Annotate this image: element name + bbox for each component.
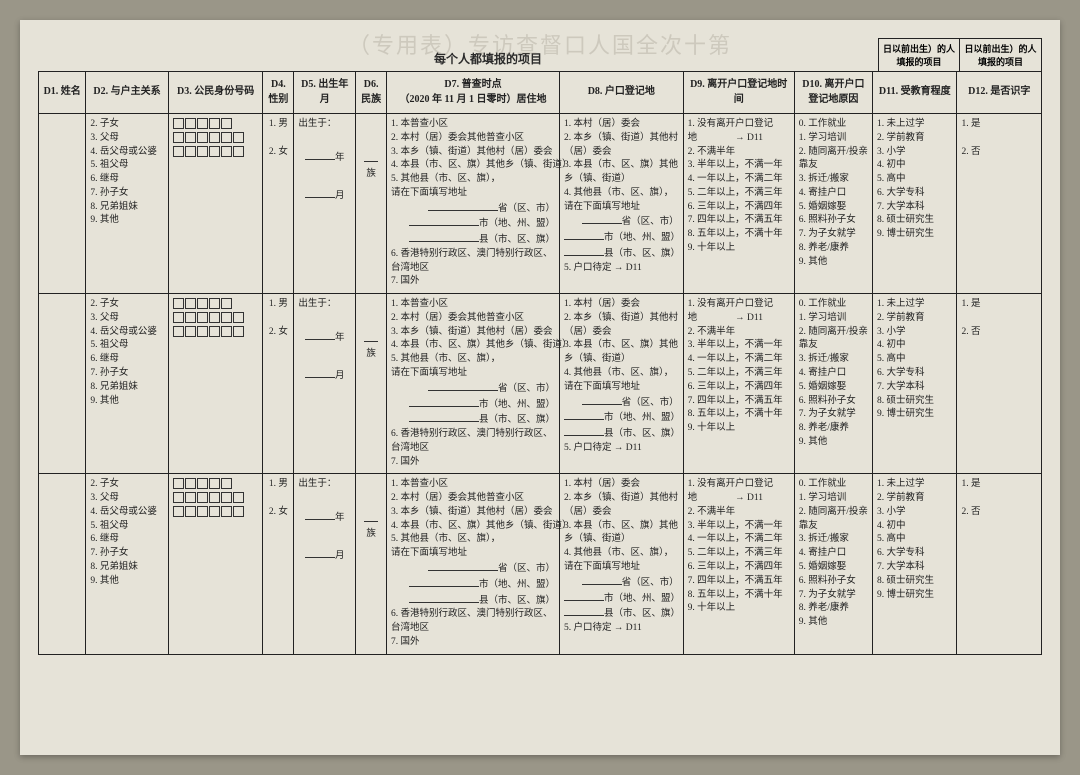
cell-d1-name[interactable] xyxy=(39,294,86,474)
right-header-group: 日以前出生）的人填报的项目 日以前出生）的人填报的项目 xyxy=(878,38,1042,71)
census-table: D1. 姓名 D2. 与户主关系 D3. 公民身份号码 D4. 性别 D5. 出… xyxy=(38,71,1042,655)
cell-d9-leave-time[interactable]: 1. 没有离开户口登记地 → D112. 不满半年3. 半年以上，不满一年4. … xyxy=(683,114,794,294)
cell-d6-ethnic[interactable]: 族 xyxy=(356,474,387,654)
cell-d1-name[interactable] xyxy=(39,114,86,294)
cell-d9-leave-time[interactable]: 1. 没有离开户口登记地 → D112. 不满半年3. 半年以上，不满一年4. … xyxy=(683,474,794,654)
col-d4: D4. 性别 xyxy=(263,72,294,114)
cell-d2-relation[interactable]: 2. 子女3. 父母4. 岳父母或公婆5. 祖父母6. 继母7. 孙子女8. 兄… xyxy=(86,294,168,474)
top-header-row: 每个人都填报的项目 日以前出生）的人填报的项目 日以前出生）的人填报的项目 xyxy=(38,34,1042,71)
cell-d4-sex[interactable]: 1. 男2. 女 xyxy=(263,474,294,654)
cell-d8-hukou[interactable]: 1. 本村（居）委会2. 本乡（镇、街道）其他村（居）委会3. 本县（市、区、旗… xyxy=(560,114,684,294)
cell-d8-hukou[interactable]: 1. 本村（居）委会2. 本乡（镇、街道）其他村（居）委会3. 本县（市、区、旗… xyxy=(560,474,684,654)
col-d9: D9. 离开户口登记地时间 xyxy=(683,72,794,114)
col-d5: D5. 出生年月 xyxy=(294,72,356,114)
cell-d6-ethnic[interactable]: 族 xyxy=(356,294,387,474)
cell-d2-relation[interactable]: 2. 子女3. 父母4. 岳父母或公婆5. 祖父母6. 继母7. 孙子女8. 兄… xyxy=(86,114,168,294)
cell-d10-reason[interactable]: 0. 工作就业1. 学习培训2. 随同离开/投亲靠友3. 拆迁/搬家4. 寄挂户… xyxy=(794,294,872,474)
col-d6: D6. 民族 xyxy=(356,72,387,114)
form-subtitle: 每个人都填报的项目 xyxy=(38,50,878,67)
person-row: 2. 子女3. 父母4. 岳父母或公婆5. 祖父母6. 继母7. 孙子女8. 兄… xyxy=(39,474,1042,654)
right-header-1: 日以前出生）的人填报的项目 xyxy=(878,38,960,71)
cell-d5-birth[interactable]: 出生于： 年 月 xyxy=(294,474,356,654)
cell-d5-birth[interactable]: 出生于： 年 月 xyxy=(294,294,356,474)
cell-d10-reason[interactable]: 0. 工作就业1. 学习培训2. 随同离开/投亲靠友3. 拆迁/搬家4. 寄挂户… xyxy=(794,474,872,654)
cell-d11-education[interactable]: 1. 未上过学2. 学前教育3. 小学4. 初中5. 高中6. 大学专科7. 大… xyxy=(873,294,957,474)
col-d2: D2. 与户主关系 xyxy=(86,72,168,114)
cell-d4-sex[interactable]: 1. 男2. 女 xyxy=(263,294,294,474)
header-row: D1. 姓名 D2. 与户主关系 D3. 公民身份号码 D4. 性别 D5. 出… xyxy=(39,72,1042,114)
cell-d2-relation[interactable]: 2. 子女3. 父母4. 岳父母或公婆5. 祖父母6. 继母7. 孙子女8. 兄… xyxy=(86,474,168,654)
person-row: 2. 子女3. 父母4. 岳父母或公婆5. 祖父母6. 继母7. 孙子女8. 兄… xyxy=(39,114,1042,294)
cell-d5-birth[interactable]: 出生于： 年 月 xyxy=(294,114,356,294)
col-d8: D8. 户口登记地 xyxy=(560,72,684,114)
cell-d4-sex[interactable]: 1. 男2. 女 xyxy=(263,114,294,294)
cell-d12-literate[interactable]: 1. 是 2. 否 xyxy=(957,294,1042,474)
cell-d3-id[interactable] xyxy=(168,474,263,654)
col-d1: D1. 姓名 xyxy=(39,72,86,114)
col-d3: D3. 公民身份号码 xyxy=(168,72,263,114)
census-form-page: （专用表）专访查督口人国全次十第 每个人都填报的项目 日以前出生）的人填报的项目… xyxy=(20,20,1060,755)
cell-d11-education[interactable]: 1. 未上过学2. 学前教育3. 小学4. 初中5. 高中6. 大学专科7. 大… xyxy=(873,474,957,654)
col-d10: D10. 离开户口 登记地原因 xyxy=(794,72,872,114)
col-d12: D12. 是否识字 xyxy=(957,72,1042,114)
cell-d8-hukou[interactable]: 1. 本村（居）委会2. 本乡（镇、街道）其他村（居）委会3. 本县（市、区、旗… xyxy=(560,294,684,474)
col-d11: D11. 受教育程度 xyxy=(873,72,957,114)
cell-d12-literate[interactable]: 1. 是 2. 否 xyxy=(957,114,1042,294)
cell-d10-reason[interactable]: 0. 工作就业1. 学习培训2. 随同离开/投亲靠友3. 拆迁/搬家4. 寄挂户… xyxy=(794,114,872,294)
cell-d9-leave-time[interactable]: 1. 没有离开户口登记地 → D112. 不满半年3. 半年以上，不满一年4. … xyxy=(683,294,794,474)
cell-d3-id[interactable] xyxy=(168,114,263,294)
col-d7: D7. 普查时点 （2020 年 11 月 1 日零时）居住地 xyxy=(387,72,560,114)
cell-d1-name[interactable] xyxy=(39,474,86,654)
cell-d7-residence[interactable]: 1. 本普查小区2. 本村（居）委会其他普查小区3. 本乡（镇、街道）其他村（居… xyxy=(387,114,560,294)
cell-d7-residence[interactable]: 1. 本普查小区2. 本村（居）委会其他普查小区3. 本乡（镇、街道）其他村（居… xyxy=(387,474,560,654)
person-row: 2. 子女3. 父母4. 岳父母或公婆5. 祖父母6. 继母7. 孙子女8. 兄… xyxy=(39,294,1042,474)
cell-d11-education[interactable]: 1. 未上过学2. 学前教育3. 小学4. 初中5. 高中6. 大学专科7. 大… xyxy=(873,114,957,294)
cell-d3-id[interactable] xyxy=(168,294,263,474)
cell-d12-literate[interactable]: 1. 是 2. 否 xyxy=(957,474,1042,654)
cell-d7-residence[interactable]: 1. 本普查小区2. 本村（居）委会其他普查小区3. 本乡（镇、街道）其他村（居… xyxy=(387,294,560,474)
cell-d6-ethnic[interactable]: 族 xyxy=(356,114,387,294)
right-header-2: 日以前出生）的人填报的项目 xyxy=(960,38,1042,71)
